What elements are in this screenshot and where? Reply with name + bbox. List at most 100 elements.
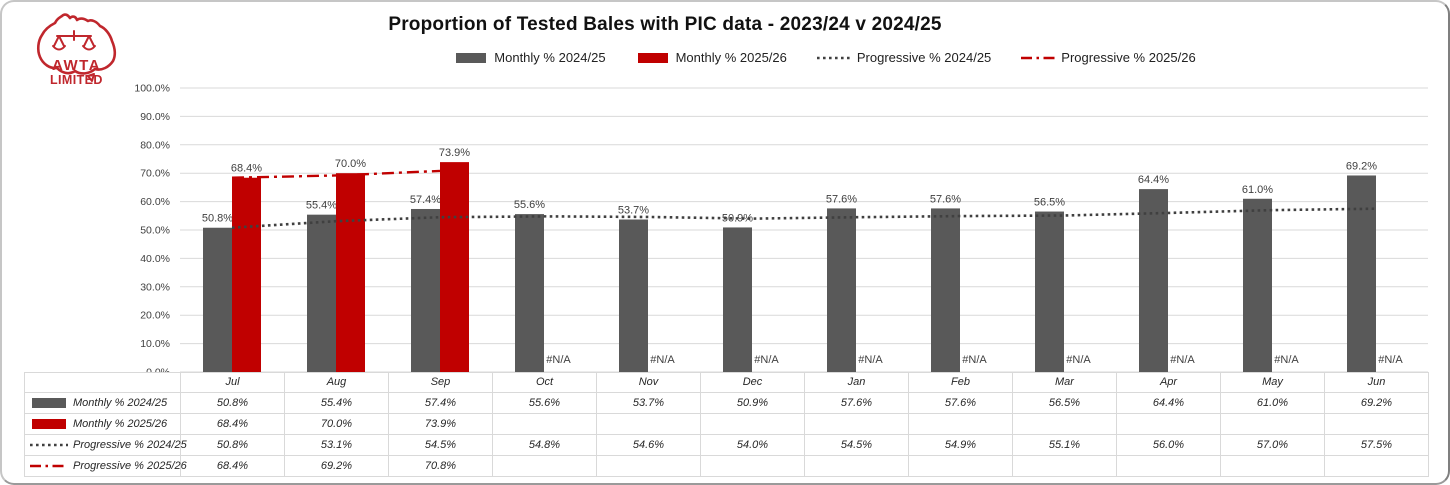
legend-label: Progressive % 2024/25	[856, 50, 992, 65]
legend-label: Monthly % 2025/26	[675, 50, 787, 65]
month-header-cell: Nov	[597, 373, 701, 393]
value-cell	[1013, 414, 1117, 435]
scales-icon	[52, 30, 96, 51]
table-legend-marker-icon	[30, 464, 68, 468]
bar-monthly-2024-25	[1035, 211, 1064, 372]
chart-data-table: Jul Aug Sep Oct Nov Dec Jan Feb Mar Apr May Jun Mont…	[24, 372, 1429, 477]
series-label-cell: Progressive % 2024/25	[25, 435, 187, 456]
value-cell: 56.5%	[1013, 393, 1117, 414]
y-tick-label: 80.0%	[140, 139, 170, 151]
bar-monthly-2024-25	[827, 208, 856, 372]
value-cell: 69.2%	[285, 456, 389, 477]
australia-outline-icon	[36, 13, 117, 75]
value-cell: 61.0%	[1221, 393, 1325, 414]
value-cell: 54.9%	[909, 435, 1013, 456]
month-header-cell: Sep	[389, 373, 493, 393]
value-cell	[1117, 414, 1221, 435]
table-legend-marker-icon	[32, 419, 66, 429]
series-label-cell: Monthly % 2025/26	[25, 414, 181, 435]
na-label: #N/A	[858, 354, 883, 366]
legend-item-2: Monthly % 2025/26	[636, 50, 787, 65]
month-header-cell: Mar	[1013, 373, 1117, 393]
bar-monthly-2024-25	[307, 214, 336, 372]
value-cell: 53.7%	[597, 393, 701, 414]
value-cell: 57.6%	[909, 393, 1013, 414]
y-tick-label: 70.0%	[140, 168, 170, 180]
month-header-cell: Jan	[805, 373, 909, 393]
y-tick-label: 60.0%	[140, 196, 170, 208]
table-legend-marker-icon	[32, 398, 66, 408]
chart-legend: Monthly % 2024/25 Monthly % 2025/26 Progre…	[202, 50, 1448, 65]
value-cell: 55.4%	[285, 393, 389, 414]
na-label: #N/A	[1378, 354, 1403, 366]
value-cell	[1325, 414, 1429, 435]
y-tick-label: 40.0%	[140, 253, 170, 265]
progressive-line-2024-25	[231, 207, 1377, 230]
value-cell	[909, 414, 1013, 435]
value-cell: 64.4%	[1117, 393, 1221, 414]
value-cell: 54.6%	[597, 435, 701, 456]
bar-label: 64.4%	[1138, 174, 1169, 186]
bar-label: 50.8%	[202, 213, 233, 225]
bar-label: 70.0%	[335, 158, 366, 170]
na-label: #N/A	[1170, 354, 1195, 366]
value-cell	[805, 456, 909, 477]
logo-line1: AWTA	[52, 57, 101, 74]
bar-monthly-2025-26	[232, 177, 261, 372]
bar-monthly-2024-25	[1243, 198, 1272, 372]
value-cell: 53.1%	[285, 435, 389, 456]
series-name: Progressive % 2024/25	[73, 438, 187, 451]
y-tick-label: 90.0%	[140, 111, 170, 123]
value-cell: 56.0%	[1117, 435, 1221, 456]
value-cell	[597, 414, 701, 435]
value-cell: 70.8%	[389, 456, 493, 477]
legend-item-4: Progressive % 2025/26	[1021, 50, 1196, 65]
value-cell	[1221, 456, 1325, 477]
value-cell: 54.8%	[493, 435, 597, 456]
month-header-cell: Feb	[909, 373, 1013, 393]
value-cell: 68.4%	[181, 414, 285, 435]
value-cell	[597, 456, 701, 477]
series-label-cell: Monthly % 2024/25	[25, 393, 181, 414]
value-cell: 54.0%	[701, 435, 805, 456]
value-cell: 54.5%	[805, 435, 909, 456]
bar-monthly-2024-25	[1139, 189, 1168, 372]
logo-line2: LIMITED	[50, 73, 103, 87]
legend-marker-icon	[1021, 56, 1056, 59]
bar-label: 53.7%	[618, 204, 649, 216]
na-label: #N/A	[962, 354, 987, 366]
value-cell	[701, 414, 805, 435]
value-cell	[1221, 414, 1325, 435]
value-cell: 73.9%	[389, 414, 493, 435]
month-header-cell: Aug	[285, 373, 389, 393]
bar-monthly-2024-25	[411, 208, 440, 372]
bar-monthly-2024-25	[619, 219, 648, 372]
bar-label: 68.4%	[231, 163, 262, 175]
bar-label: 56.5%	[1034, 197, 1065, 209]
bar-label: 61.0%	[1242, 184, 1273, 196]
value-cell: 57.6%	[805, 393, 909, 414]
series-label-cell: Progressive % 2025/26	[25, 456, 187, 477]
value-cell	[701, 456, 805, 477]
series-name: Monthly % 2025/26	[73, 417, 168, 430]
bar-label: 73.9%	[439, 147, 470, 159]
series-name: Monthly % 2024/25	[73, 396, 168, 409]
table-corner-cell	[25, 373, 181, 393]
value-cell: 54.5%	[389, 435, 493, 456]
bar-monthly-2024-25	[203, 227, 232, 372]
bar-label: 55.6%	[514, 199, 545, 211]
value-cell	[493, 414, 597, 435]
na-label: #N/A	[1274, 354, 1299, 366]
bar-label: 57.6%	[930, 193, 961, 205]
value-cell	[1325, 456, 1429, 477]
bar-monthly-2024-25	[1347, 175, 1376, 372]
bar-label: 57.6%	[826, 193, 857, 205]
na-label: #N/A	[650, 354, 675, 366]
value-cell	[805, 414, 909, 435]
value-cell: 57.0%	[1221, 435, 1325, 456]
bar-monthly-2024-25	[931, 208, 960, 372]
tasmania-icon	[87, 73, 95, 82]
value-cell	[493, 456, 597, 477]
series-name: Progressive % 2025/26	[73, 459, 187, 472]
